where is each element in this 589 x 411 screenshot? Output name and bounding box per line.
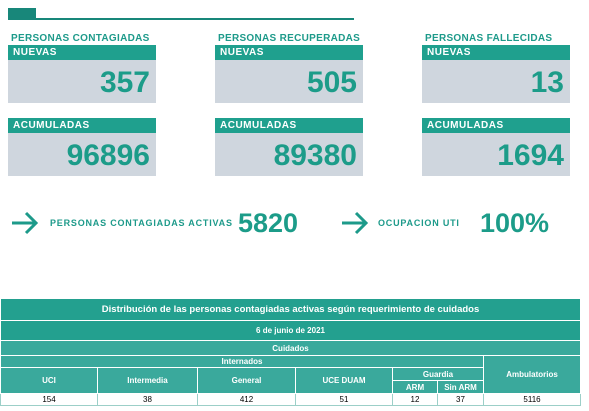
ambulatorios-header: Ambulatorios xyxy=(482,355,582,394)
total-value: 96896 xyxy=(8,133,156,176)
total-label: ACUMULADAS xyxy=(422,118,570,133)
column-header: Intermedia xyxy=(97,367,198,394)
new-label: NUEVAS xyxy=(8,45,156,60)
card-title: PERSONAS RECUPERADAS xyxy=(218,33,361,44)
cell: 5116 xyxy=(482,393,582,406)
new-value: 13 xyxy=(422,60,570,103)
active-value: 5820 xyxy=(238,208,299,238)
cell: 154 xyxy=(0,393,98,406)
care-table: Distribución de las personas contagiadas… xyxy=(0,298,582,406)
guardia-header: Guardia xyxy=(392,367,484,381)
table-date: 6 de junio de 2021 xyxy=(0,320,582,341)
decor xyxy=(8,8,36,20)
active-label: PERSONAS CONTAGIADAS ACTIVAS xyxy=(50,218,233,228)
total-label: ACUMULADAS xyxy=(215,118,363,133)
total-value: 89380 xyxy=(215,133,363,176)
cell: 412 xyxy=(197,393,296,406)
cell: 37 xyxy=(437,393,484,406)
internados-header: Internados xyxy=(0,355,484,368)
card-title: PERSONAS CONTAGIADAS xyxy=(11,33,150,44)
total-label: ACUMULADAS xyxy=(8,118,156,133)
new-value: 505 xyxy=(215,60,363,103)
cell: 51 xyxy=(295,393,393,406)
group-header: Cuidados xyxy=(0,340,582,356)
column-header: UCI xyxy=(0,367,98,394)
uti-label: OCUPACION UTI xyxy=(378,218,460,228)
uti-value: 100% xyxy=(480,208,550,238)
cell: 12 xyxy=(392,393,438,406)
column-header: UCE DUAM xyxy=(295,367,393,394)
card-title: PERSONAS FALLECIDAS xyxy=(425,33,553,44)
column-header: General xyxy=(197,367,296,394)
arrow xyxy=(342,211,369,235)
total-value: 1694 xyxy=(422,133,570,176)
decor xyxy=(36,18,354,20)
column-header: Sin ARM xyxy=(437,380,484,394)
new-label: NUEVAS xyxy=(422,45,570,60)
cell: 38 xyxy=(97,393,198,406)
new-value: 357 xyxy=(8,60,156,103)
new-label: NUEVAS xyxy=(215,45,363,60)
arrow xyxy=(12,211,39,235)
column-header: ARM xyxy=(392,380,438,394)
table-title: Distribución de las personas contagiadas… xyxy=(0,298,582,321)
